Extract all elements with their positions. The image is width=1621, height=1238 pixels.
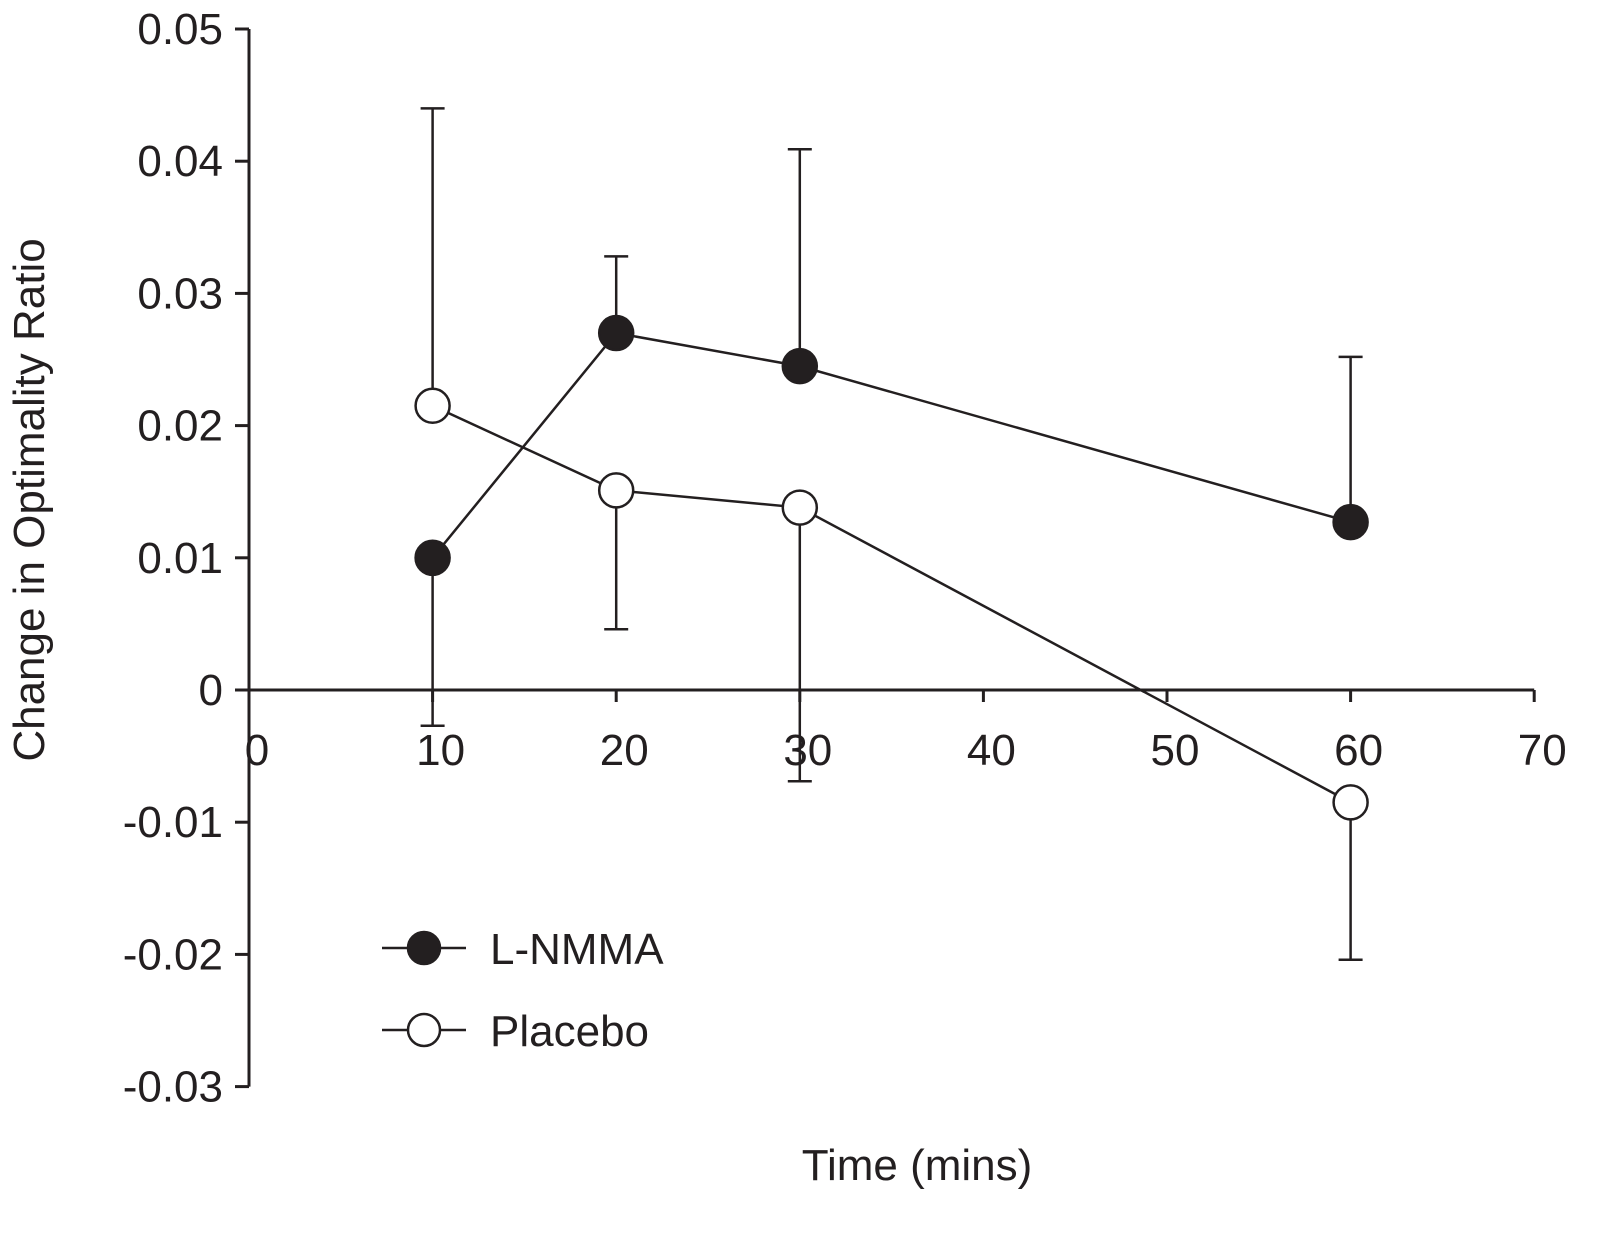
- data-point-l-nmma: [781, 347, 819, 385]
- series-lines: [431, 331, 1352, 804]
- x-tick-label: 40: [967, 726, 1016, 775]
- x-tick-label: 50: [1151, 726, 1200, 775]
- data-point-placebo: [597, 472, 635, 509]
- legend-label: Placebo: [490, 1007, 649, 1056]
- data-point-placebo: [1332, 784, 1369, 821]
- y-tick-label: -0.01: [123, 798, 223, 847]
- series-line-placebo: [432, 404, 1352, 804]
- legend: L-NMMA Placebo: [382, 925, 664, 1056]
- x-axis-title: Time (mins): [802, 1141, 1033, 1190]
- x-tick-label: 0: [245, 726, 269, 775]
- data-point-l-nmma: [597, 314, 635, 352]
- y-tick-label: -0.03: [123, 1063, 223, 1112]
- data-point-l-nmma: [1332, 503, 1369, 541]
- legend-label: L-NMMA: [490, 925, 664, 974]
- data-point-placebo: [781, 489, 819, 526]
- x-tick-label: 10: [416, 726, 465, 775]
- data-points: [414, 314, 1369, 821]
- legend-item-l-nmma: L-NMMA: [382, 925, 664, 974]
- x-tick-label: 60: [1334, 726, 1383, 775]
- x-tick-label: 20: [600, 726, 649, 775]
- data-point-placebo: [414, 387, 451, 425]
- x-tick-label: 70: [1518, 726, 1567, 775]
- y-tick-label: 0: [199, 666, 223, 715]
- y-tick-label: 0.04: [137, 137, 223, 186]
- legend-marker: [406, 930, 442, 966]
- y-tick-label: -0.02: [123, 930, 223, 979]
- series-line-l-nmma: [431, 331, 1351, 559]
- y-tick-label: 0.05: [137, 5, 223, 54]
- y-tick-label: 0.02: [137, 402, 223, 451]
- data-point-l-nmma: [414, 539, 451, 577]
- y-tick-label: 0.03: [137, 269, 223, 318]
- tick-labels: 0.05 0.04 0.03 0.02 0.01 0 -0.01 -0.02 -0.03 0 10 2…: [123, 5, 1567, 1112]
- y-axis-title: Change in Optimality Ratio: [5, 238, 54, 761]
- legend-item-placebo: Placebo: [382, 1007, 649, 1056]
- x-tick-label: 30: [783, 726, 832, 775]
- y-tick-label: 0.01: [137, 534, 223, 583]
- legend-marker: [406, 1012, 442, 1048]
- error-bars: [420, 107, 1363, 961]
